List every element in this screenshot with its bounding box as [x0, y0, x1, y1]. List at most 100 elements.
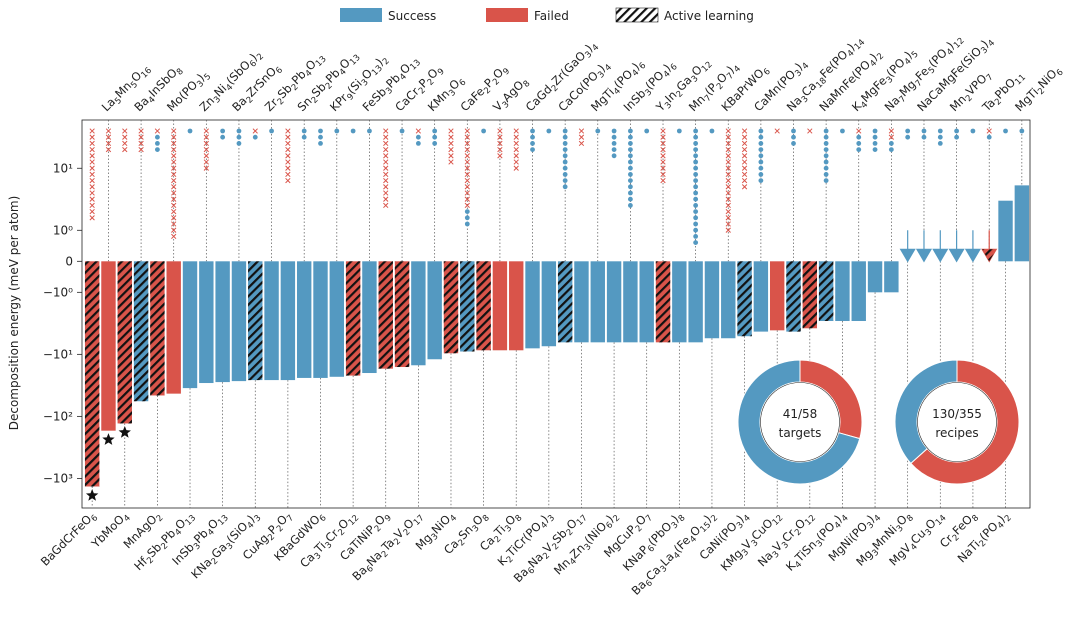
failed-attempt — [383, 153, 389, 159]
failed-attempt — [464, 202, 470, 209]
failed-attempt — [774, 128, 780, 134]
success-attempt — [872, 147, 878, 153]
success-attempt — [693, 227, 699, 233]
success-attempt — [611, 134, 617, 140]
success-attempt — [627, 184, 633, 190]
failed-attempt — [578, 140, 585, 147]
x-tick-label: Ca2Sn3O8 — [441, 508, 492, 559]
failed-attempt — [741, 184, 748, 190]
success-attempt — [595, 128, 601, 134]
success-attempt — [676, 128, 682, 134]
failed-attempt — [513, 128, 519, 134]
hatch — [248, 261, 263, 381]
failed-attempt — [383, 202, 389, 209]
failed-attempt — [154, 128, 161, 134]
failed-attempt — [448, 153, 454, 159]
failed-attempt — [285, 153, 291, 159]
success-attempt — [627, 178, 633, 184]
bar — [492, 261, 508, 351]
failed-attempt — [807, 128, 813, 134]
success-attempt — [301, 134, 307, 140]
success-attempt — [758, 172, 764, 177]
success-attempt — [562, 159, 568, 165]
success-attempt — [823, 178, 829, 184]
failed-attempt — [89, 165, 95, 171]
zero-arrow — [932, 230, 949, 263]
success-attempt — [823, 165, 829, 171]
failed-attempt — [725, 227, 731, 233]
failed-attempt — [171, 159, 177, 165]
success-attempt — [823, 128, 829, 134]
star-marker — [85, 488, 99, 501]
failed-attempt — [89, 208, 95, 215]
success-attempt — [464, 215, 470, 221]
success-attempt — [530, 147, 535, 153]
success-attempt — [693, 196, 699, 202]
y-tick-label: 10⁰ — [53, 223, 73, 237]
bar — [851, 261, 866, 322]
success-attempt — [758, 128, 764, 134]
failed-attempt — [171, 153, 177, 159]
hatch — [84, 261, 100, 487]
bar — [231, 261, 247, 382]
hatch — [460, 261, 475, 352]
success-attempt — [318, 128, 323, 134]
failed-attempt — [285, 171, 291, 178]
success-attempt — [611, 153, 617, 159]
success-attempt — [921, 128, 927, 134]
y-tick-label: −10² — [43, 409, 73, 423]
failed-attempt — [171, 184, 177, 190]
success-attempt — [546, 128, 552, 134]
x-tick-label: Ba6Na2Ta2V2O17 — [349, 508, 426, 585]
success-attempt — [856, 147, 862, 153]
bar — [769, 261, 785, 331]
failed-attempt — [285, 159, 291, 165]
success-attempt — [693, 221, 699, 227]
y-tick-label: 10¹ — [53, 161, 73, 175]
success-attempt — [791, 141, 796, 146]
failed-attempt — [122, 128, 128, 134]
failed-attempt — [122, 140, 128, 147]
success-attempt — [937, 141, 943, 146]
failed-attempt — [725, 215, 731, 221]
success-attempt — [758, 153, 764, 159]
failed-attempt — [171, 128, 177, 134]
hatch — [378, 261, 393, 369]
success-attempt — [872, 141, 878, 146]
success-attempt — [758, 159, 764, 165]
failed-attempt — [660, 171, 666, 178]
success-attempt — [611, 141, 617, 146]
success-attempt — [888, 141, 894, 146]
failed-attempt — [383, 140, 389, 147]
success-attempt — [432, 128, 438, 134]
failed-attempt — [464, 146, 470, 153]
success-attempt — [611, 147, 617, 153]
failed-attempt — [660, 140, 666, 147]
bar — [574, 261, 589, 343]
failed-attempt — [285, 165, 291, 171]
failed-attempt — [171, 215, 177, 221]
bar — [509, 261, 524, 351]
legend-label: Active learning — [664, 9, 754, 23]
success-attempt — [644, 128, 650, 134]
failed-attempt — [725, 202, 731, 209]
hatch — [786, 261, 801, 332]
failed-attempt — [513, 153, 519, 159]
success-attempt — [562, 141, 568, 146]
success-attempt — [154, 147, 160, 153]
failed-attempt — [383, 171, 389, 178]
failed-attempt — [741, 146, 748, 153]
failed-attempt — [383, 134, 389, 140]
failed-attempt — [725, 221, 731, 227]
failed-attempt — [89, 140, 95, 147]
success-attempt — [415, 134, 421, 140]
bar — [427, 261, 442, 360]
zero-arrow — [899, 230, 916, 263]
success-attempt — [530, 141, 535, 146]
success-attempt — [840, 128, 845, 134]
donut-hole — [760, 382, 840, 462]
failed-attempt — [285, 134, 291, 140]
failed-attempt — [89, 171, 95, 178]
failed-attempt — [578, 128, 585, 134]
failed-attempt — [513, 159, 519, 165]
